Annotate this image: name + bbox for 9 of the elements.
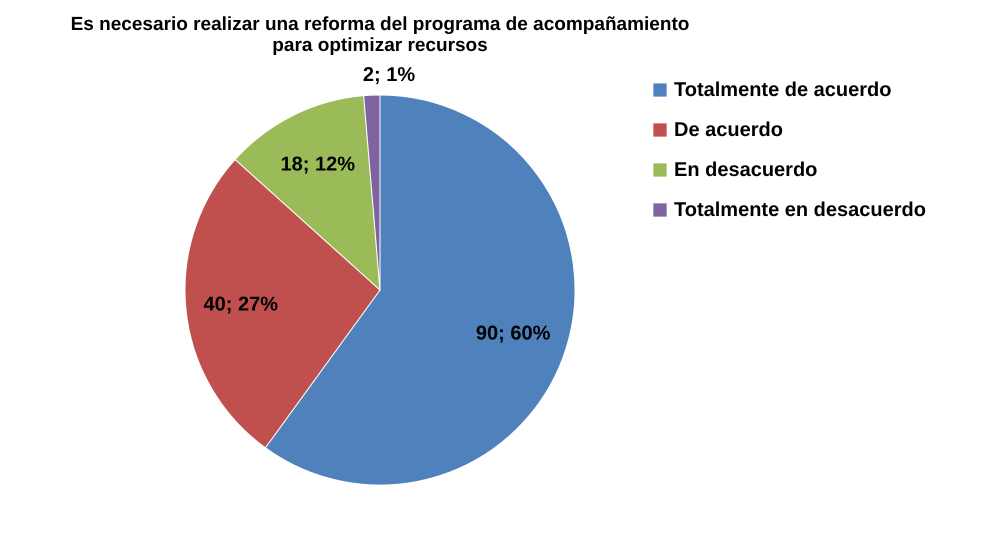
- data-label: 18; 12%: [280, 154, 356, 176]
- legend-label: Totalmente de acuerdo: [674, 79, 892, 101]
- chart-title: Es necesario realizar una reforma del programa de acompañamiento para optimizar recursos: [70, 14, 690, 56]
- legend-label: Totalmente en desacuerdo: [674, 199, 926, 221]
- legend-label: En desacuerdo: [674, 159, 818, 181]
- data-label: 2; 1%: [362, 64, 416, 86]
- legend-label: De acuerdo: [674, 119, 783, 141]
- data-label: 90; 60%: [476, 322, 551, 344]
- data-label: 40; 27%: [204, 294, 278, 316]
